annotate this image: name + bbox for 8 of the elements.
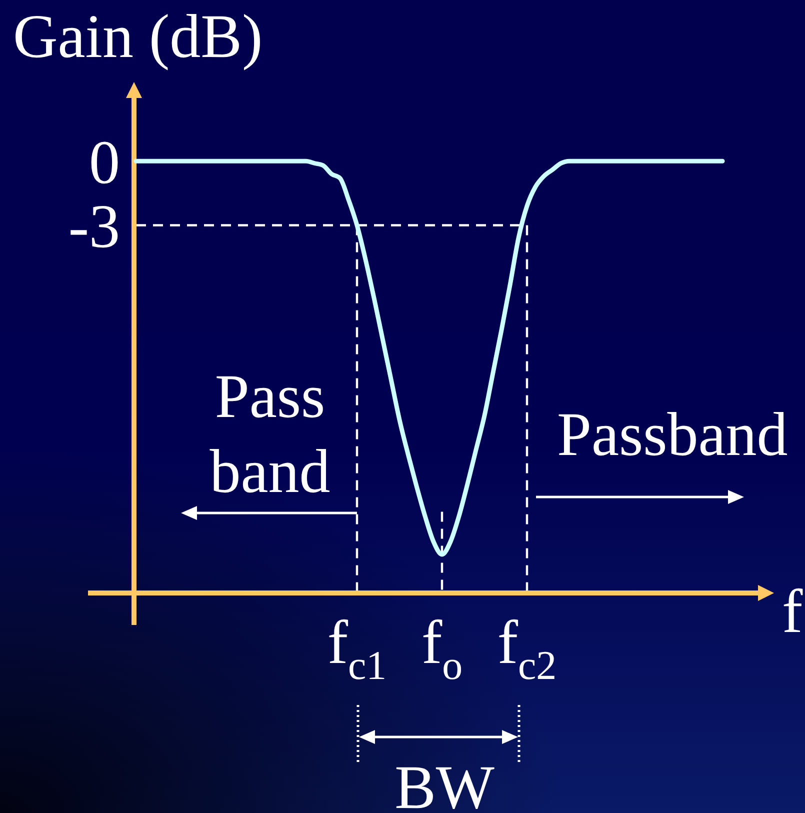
- x-tick-label: f$_{o}$: [421, 609, 463, 688]
- y-axis-title: Gain (dB): [13, 3, 263, 71]
- annotation: Passband: [557, 401, 788, 469]
- x-tick-label: f$_{c1}$: [327, 609, 387, 688]
- x-tick-label: f$_{c2}$: [497, 609, 557, 688]
- text: BW: [394, 754, 495, 813]
- x-axis-title: f: [782, 578, 803, 646]
- annotation: Pass band: [210, 363, 330, 506]
